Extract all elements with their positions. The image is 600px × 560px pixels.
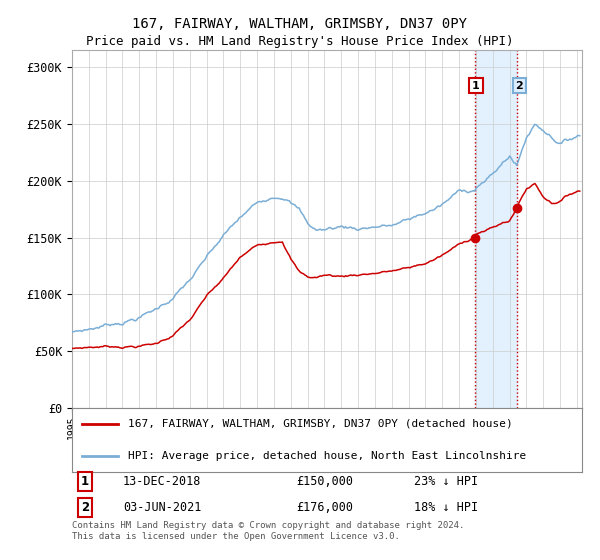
- Text: 1: 1: [80, 475, 89, 488]
- Text: 23% ↓ HPI: 23% ↓ HPI: [414, 475, 478, 488]
- Text: Contains HM Land Registry data © Crown copyright and database right 2024.
This d: Contains HM Land Registry data © Crown c…: [72, 521, 464, 541]
- Text: £150,000: £150,000: [296, 475, 353, 488]
- Text: 2: 2: [515, 81, 523, 91]
- Text: 167, FAIRWAY, WALTHAM, GRIMSBY, DN37 0PY: 167, FAIRWAY, WALTHAM, GRIMSBY, DN37 0PY: [133, 17, 467, 31]
- Text: 18% ↓ HPI: 18% ↓ HPI: [414, 501, 478, 514]
- Text: 03-JUN-2021: 03-JUN-2021: [123, 501, 202, 514]
- Text: HPI: Average price, detached house, North East Lincolnshire: HPI: Average price, detached house, Nort…: [128, 451, 526, 461]
- Text: 2: 2: [80, 501, 89, 514]
- Text: 1: 1: [472, 81, 480, 91]
- Text: Price paid vs. HM Land Registry's House Price Index (HPI): Price paid vs. HM Land Registry's House …: [86, 35, 514, 48]
- Text: 167, FAIRWAY, WALTHAM, GRIMSBY, DN37 0PY (detached house): 167, FAIRWAY, WALTHAM, GRIMSBY, DN37 0PY…: [128, 419, 513, 429]
- Bar: [475, 50, 517, 408]
- Text: 13-DEC-2018: 13-DEC-2018: [123, 475, 202, 488]
- Text: £176,000: £176,000: [296, 501, 353, 514]
